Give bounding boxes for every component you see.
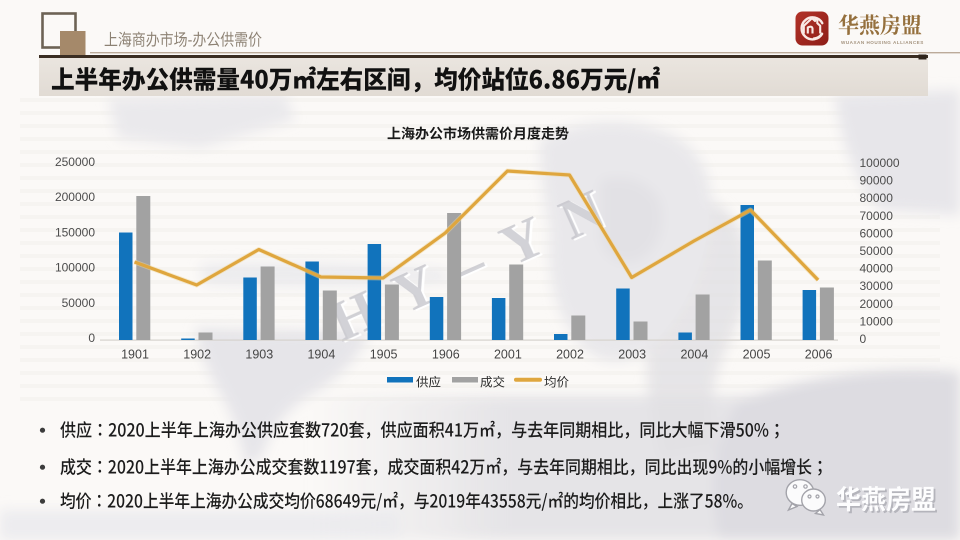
svg-text:0: 0 — [88, 331, 95, 345]
svg-text:1905: 1905 — [370, 348, 398, 362]
svg-text:80000: 80000 — [860, 191, 894, 205]
svg-text:40000: 40000 — [860, 262, 894, 276]
svg-text:100000: 100000 — [55, 261, 95, 275]
svg-text:70000: 70000 — [860, 209, 894, 223]
svg-text:2003: 2003 — [618, 348, 646, 362]
svg-text:0: 0 — [860, 332, 867, 346]
svg-text:200000: 200000 — [55, 190, 95, 204]
svg-text:2006: 2006 — [805, 348, 833, 362]
svg-text:20000: 20000 — [860, 297, 894, 311]
svg-text:1903: 1903 — [245, 348, 273, 362]
svg-text:1904: 1904 — [307, 348, 335, 362]
svg-text:2001: 2001 — [494, 348, 522, 362]
svg-text:2002: 2002 — [556, 348, 584, 362]
svg-text:1902: 1902 — [183, 348, 211, 362]
svg-text:250000: 250000 — [55, 155, 95, 169]
svg-text:2004: 2004 — [680, 348, 708, 362]
svg-text:50000: 50000 — [62, 296, 96, 310]
svg-text:50000: 50000 — [860, 244, 894, 258]
svg-text:2005: 2005 — [743, 348, 771, 362]
svg-text:90000: 90000 — [860, 174, 894, 188]
svg-text:150000: 150000 — [55, 225, 95, 239]
svg-text:1901: 1901 — [121, 348, 149, 362]
svg-text:100000: 100000 — [860, 156, 900, 170]
svg-text:10000: 10000 — [860, 314, 894, 328]
svg-text:30000: 30000 — [860, 279, 894, 293]
svg-text:WUAXAN HOUSING ALLIANCES: WUAXAN HOUSING ALLIANCES — [841, 40, 924, 45]
svg-text:1906: 1906 — [432, 348, 460, 362]
svg-text:60000: 60000 — [860, 226, 894, 240]
